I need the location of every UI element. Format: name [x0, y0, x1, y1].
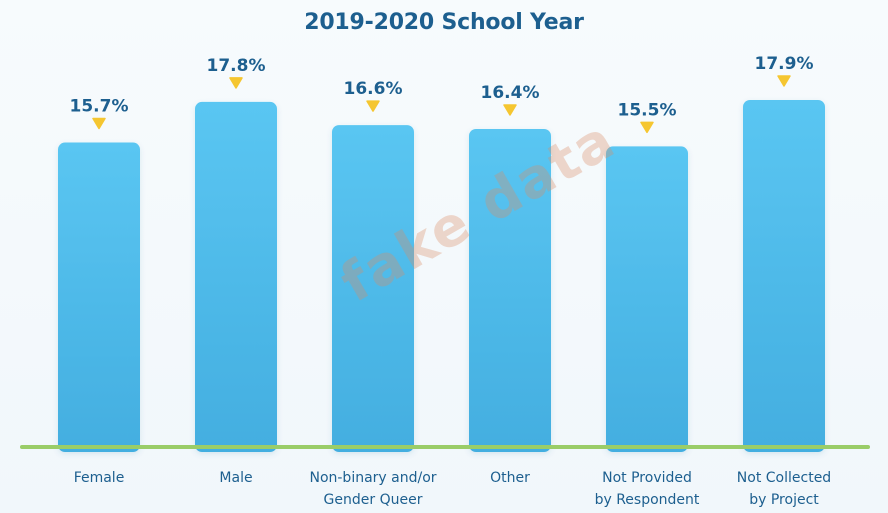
bar-value-label-4: 15.5%	[618, 100, 677, 120]
category-label-line: Gender Queer	[324, 492, 423, 508]
bar-1	[195, 101, 277, 453]
bar-marker-1	[229, 77, 243, 89]
category-label-3: Other	[490, 470, 530, 486]
bar-value-label-5: 17.9%	[755, 54, 814, 74]
bar-marker-2	[366, 100, 380, 112]
bar-value-label-2: 16.6%	[344, 79, 403, 99]
bar-value-label-3: 16.4%	[481, 83, 540, 103]
category-label-1: Male	[219, 470, 252, 486]
bar-value-label-0: 15.7%	[70, 97, 129, 117]
x-axis-baseline	[20, 445, 870, 449]
category-label-line: Non-binary and/or	[309, 470, 436, 486]
category-label-line: Not Collected	[737, 470, 831, 486]
bar-marker-3	[503, 104, 517, 116]
bar-3	[469, 128, 551, 452]
bars-group: 15.7% 17.8% 16.6% 16.4% 15.5% 17.9%	[58, 54, 825, 453]
category-label-line: Male	[219, 470, 252, 486]
bar-2	[332, 125, 414, 453]
bar-4	[606, 146, 688, 453]
category-label-line: Not Provided	[602, 470, 692, 486]
bar-marker-5	[777, 75, 791, 87]
category-label-0: Female	[74, 470, 125, 486]
category-label-5: Not Collected by Project	[737, 470, 831, 508]
category-label-line: by Project	[749, 492, 819, 508]
bar-0	[58, 142, 140, 452]
category-label-2: Non-binary and/or Gender Queer	[309, 470, 436, 508]
chart-title: 2019-2020 School Year	[304, 10, 584, 35]
category-label-4: Not Provided by Respondent	[595, 470, 700, 508]
bar-5	[743, 100, 825, 452]
category-labels-group: Female Male Non-binary and/or Gender Queer O…	[74, 470, 832, 508]
bar-value-label-1: 17.8%	[207, 56, 266, 76]
category-label-line: by Respondent	[595, 492, 700, 508]
bar-marker-4	[640, 121, 654, 134]
bar-marker-0	[92, 117, 106, 130]
category-label-line: Other	[490, 470, 530, 486]
category-label-line: Female	[74, 470, 125, 486]
